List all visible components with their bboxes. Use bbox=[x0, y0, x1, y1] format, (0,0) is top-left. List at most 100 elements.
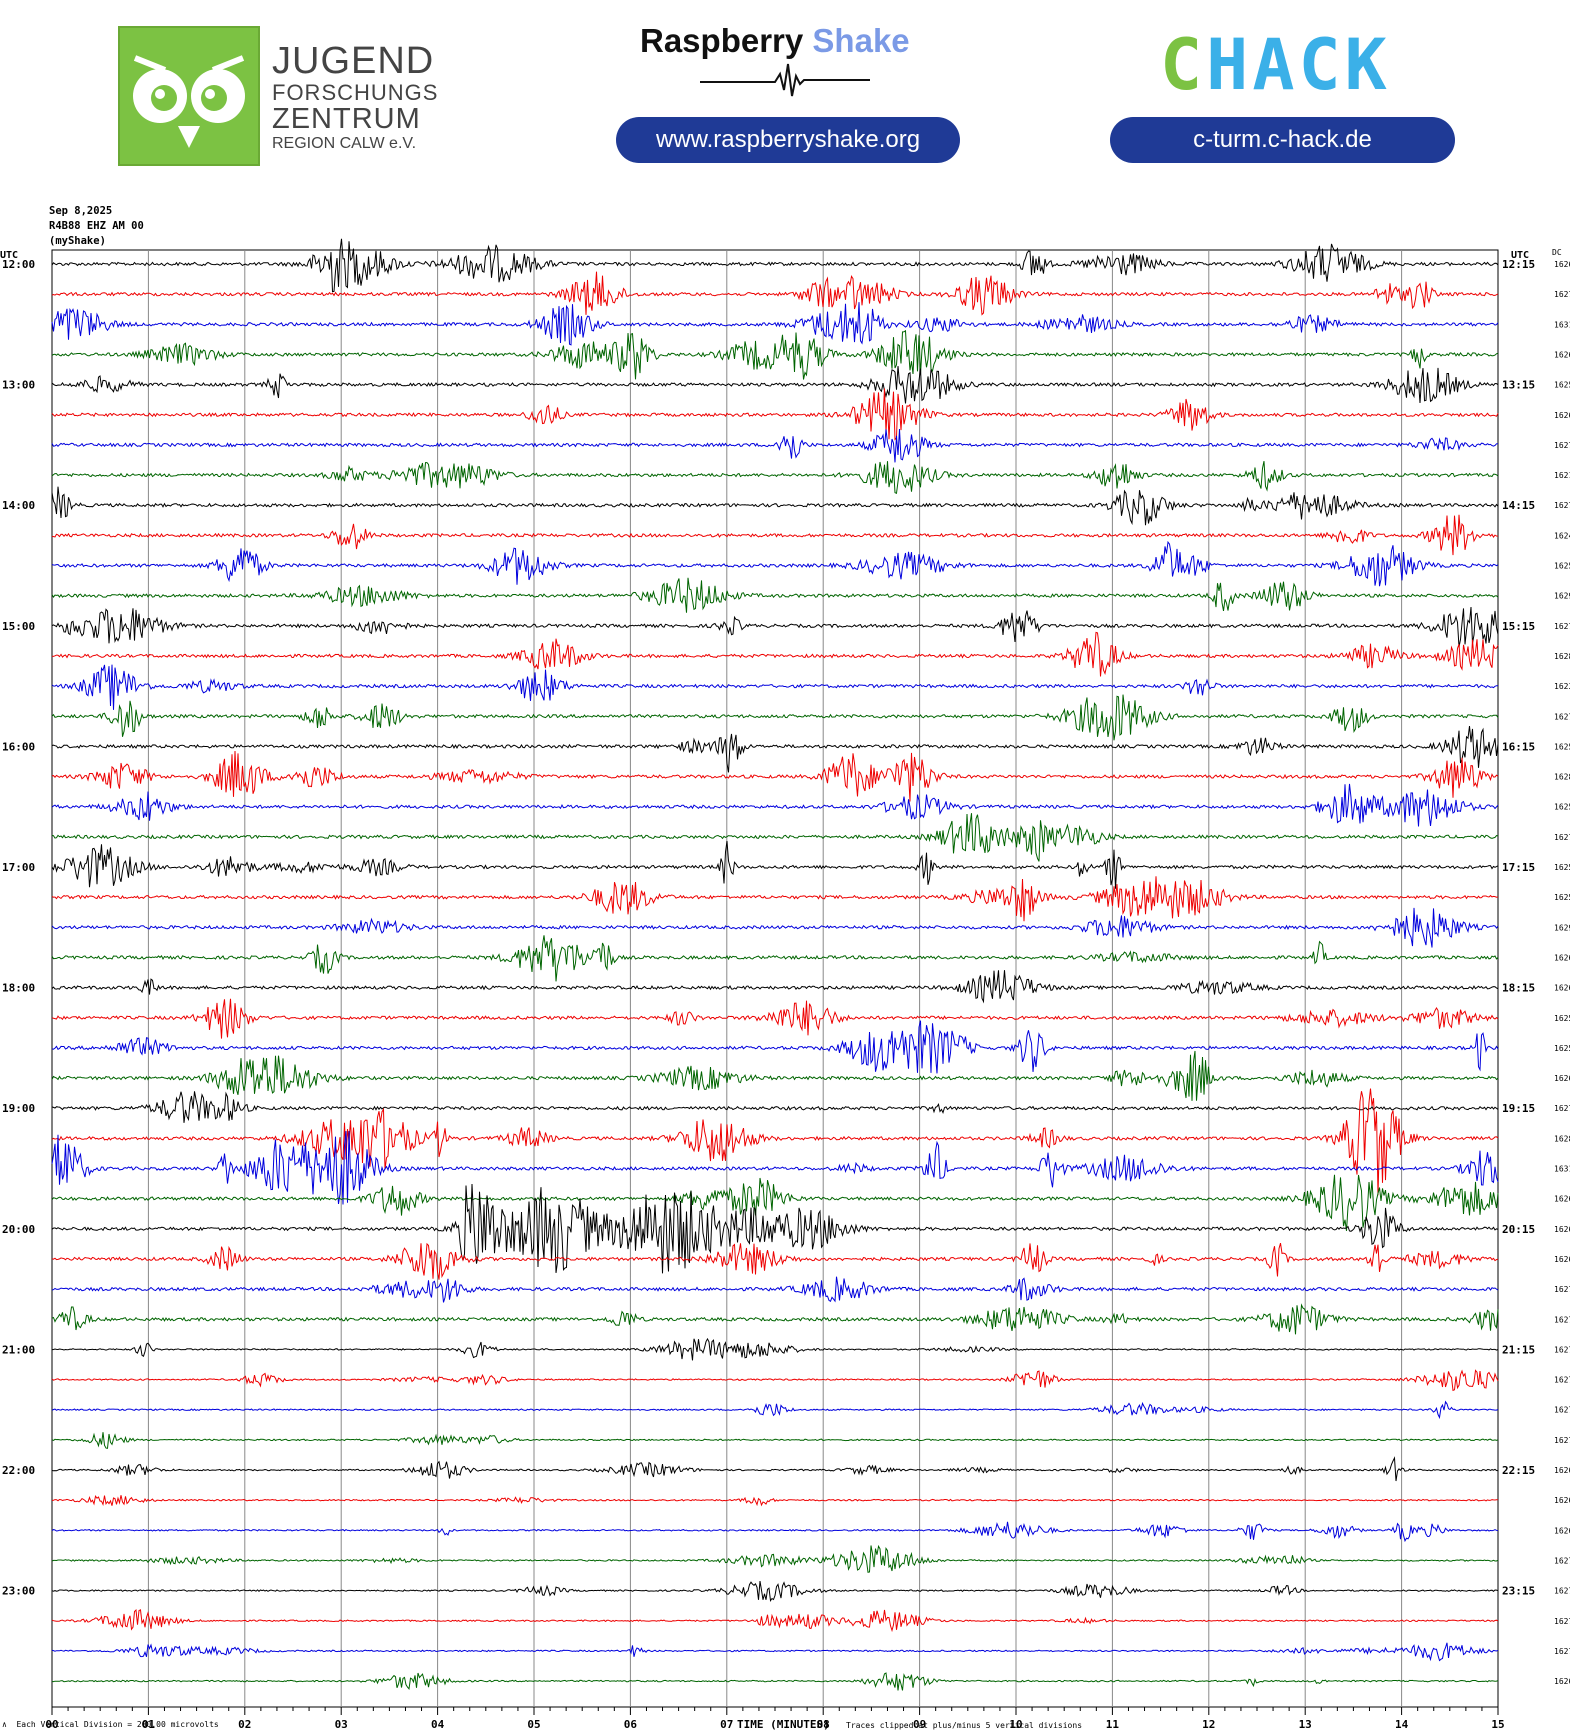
x-tick-label-07: 07 bbox=[720, 1718, 733, 1731]
chack-letter-2: H bbox=[1206, 24, 1253, 106]
right-time-label-14:15: 14:15 bbox=[1502, 499, 1535, 512]
chack-url-badge[interactable]: c-turm.c-hack.de bbox=[1110, 117, 1455, 163]
trace-row-2 bbox=[51, 302, 1499, 346]
trace-row-24 bbox=[51, 970, 1499, 1004]
x-tick-label-02: 02 bbox=[238, 1718, 251, 1731]
raspberryshake-url-badge[interactable]: www.raspberryshake.org bbox=[616, 117, 960, 163]
dc-offset-3: 16264 bbox=[1554, 350, 1570, 359]
trace-row-25 bbox=[51, 998, 1499, 1039]
dc-offset-19: 16271 bbox=[1554, 833, 1570, 842]
dc-offset-23: 16265 bbox=[1554, 953, 1570, 962]
dc-offset-10: 16255 bbox=[1554, 562, 1570, 571]
dc-offset-35: 16271 bbox=[1554, 1315, 1570, 1324]
trace-row-7 bbox=[51, 460, 1499, 495]
trace-row-36 bbox=[51, 1337, 1499, 1361]
raspberry-word: Raspberry bbox=[640, 22, 804, 59]
dc-offset-28: 16270 bbox=[1554, 1104, 1570, 1113]
trace-row-5 bbox=[51, 388, 1499, 441]
x-tick-label-09: 09 bbox=[913, 1718, 926, 1731]
left-time-label-16:00: 16:00 bbox=[2, 740, 35, 753]
trace-row-23 bbox=[51, 935, 1499, 982]
clip-note: Traces clipped at plus/minus 5 vertical … bbox=[846, 1721, 1083, 1730]
trace-row-18 bbox=[51, 783, 1499, 827]
left-time-label-14:00: 14:00 bbox=[2, 499, 35, 512]
trace-row-14 bbox=[51, 664, 1499, 710]
jfz-owl-logo bbox=[118, 26, 260, 166]
dc-offset-45: 16271 bbox=[1554, 1617, 1570, 1626]
jfz-line-4: REGION CALW e.V. bbox=[272, 135, 417, 152]
dc-offset-38: 16272 bbox=[1554, 1406, 1570, 1415]
trace-row-29 bbox=[51, 1088, 1499, 1196]
trace-row-4 bbox=[51, 366, 1499, 404]
dc-offset-37: 16270 bbox=[1554, 1376, 1570, 1385]
right-time-label-12:15: 12:15 bbox=[1502, 258, 1535, 271]
trace-row-46 bbox=[51, 1642, 1499, 1662]
trace-row-41 bbox=[51, 1495, 1499, 1507]
trace-row-13 bbox=[51, 631, 1499, 677]
dc-offset-4: 16253 bbox=[1554, 381, 1570, 390]
trace-row-20 bbox=[51, 841, 1499, 889]
dc-offset-32: 16267 bbox=[1554, 1225, 1570, 1234]
trace-row-47 bbox=[52, 1672, 1499, 1691]
right-time-label-15:15: 15:15 bbox=[1502, 620, 1535, 633]
trace-row-45 bbox=[51, 1609, 1499, 1633]
dc-offset-44: 16272 bbox=[1554, 1587, 1570, 1596]
dc-offset-8: 16272 bbox=[1554, 501, 1570, 510]
trace-row-39 bbox=[51, 1432, 1499, 1449]
right-time-label-18:15: 18:15 bbox=[1502, 982, 1535, 995]
dc-offset-6: 16279 bbox=[1554, 441, 1570, 450]
seismogram-logo-icon bbox=[700, 63, 870, 97]
x-tick-label-01: 01 bbox=[142, 1718, 156, 1731]
trace-row-44 bbox=[51, 1581, 1499, 1602]
trace-row-19 bbox=[51, 813, 1499, 862]
trace-row-6 bbox=[51, 428, 1499, 463]
trace-row-42 bbox=[51, 1521, 1499, 1543]
trace-row-10 bbox=[51, 540, 1499, 587]
dc-offset-39: 16272 bbox=[1554, 1436, 1570, 1445]
jfz-wordmark: JUGEND FORSCHUNGS ZENTRUM REGION CALW e.… bbox=[272, 42, 438, 152]
utc-left-label: UTC bbox=[0, 250, 19, 261]
dc-offset-40: 16262 bbox=[1554, 1466, 1570, 1475]
left-time-label-12:00: 12:00 bbox=[2, 258, 35, 271]
dc-offset-20: 16255 bbox=[1554, 863, 1570, 872]
x-tick-label-12: 12 bbox=[1202, 1718, 1215, 1731]
trace-row-27 bbox=[51, 1050, 1499, 1101]
left-time-label-23:00: 23:00 bbox=[2, 1585, 35, 1598]
chack-letter-4: C bbox=[1298, 24, 1345, 106]
right-time-label-17:15: 17:15 bbox=[1502, 861, 1535, 874]
chack-letter-1: C bbox=[1160, 24, 1207, 106]
x-tick-label-13: 13 bbox=[1299, 1718, 1312, 1731]
scale-note-text: Each Vertical Division = 200.00 microvol… bbox=[16, 1720, 219, 1729]
left-time-label-18:00: 18:00 bbox=[2, 982, 35, 995]
right-time-label-13:15: 13:15 bbox=[1502, 379, 1535, 392]
trace-row-0 bbox=[51, 238, 1499, 293]
dc-offset-36: 16275 bbox=[1554, 1345, 1570, 1354]
dc-offset-21: 16254 bbox=[1554, 893, 1570, 902]
x-tick-label-08: 08 bbox=[817, 1718, 830, 1731]
dc-offset-13: 16280 bbox=[1554, 652, 1570, 661]
dc-offset-31: 16269 bbox=[1554, 1195, 1570, 1204]
raspberry-shake-logo: Raspberry Shake bbox=[640, 22, 910, 60]
left-time-label-15:00: 15:00 bbox=[2, 620, 35, 633]
utc-right-label: UTC bbox=[1511, 250, 1530, 261]
trace-row-38 bbox=[51, 1400, 1499, 1420]
trace-row-12 bbox=[51, 606, 1499, 648]
dc-offset-33: 16266 bbox=[1554, 1255, 1570, 1264]
dc-offset-46: 16270 bbox=[1554, 1647, 1570, 1656]
trace-row-43 bbox=[51, 1544, 1499, 1573]
scale-note: ∧ Each Vertical Division = 200.00 microv… bbox=[2, 1720, 219, 1729]
dc-offset-17: 16281 bbox=[1554, 773, 1570, 782]
jfz-line-1: JUGEND bbox=[272, 40, 435, 82]
trace-row-28 bbox=[51, 1091, 1499, 1123]
dc-offset-22: 16298 bbox=[1554, 923, 1570, 932]
x-tick-label-04: 04 bbox=[431, 1718, 445, 1731]
x-tick-label-03: 03 bbox=[335, 1718, 348, 1731]
header-date: Sep 8,2025 bbox=[49, 205, 113, 217]
trace-row-37 bbox=[51, 1369, 1499, 1392]
trace-row-30 bbox=[51, 1130, 1499, 1205]
left-time-label-19:00: 19:00 bbox=[2, 1102, 35, 1115]
dc-offset-14: 16235 bbox=[1554, 682, 1570, 691]
right-time-label-20:15: 20:15 bbox=[1502, 1223, 1535, 1236]
header-network: (myShake) bbox=[49, 235, 106, 247]
